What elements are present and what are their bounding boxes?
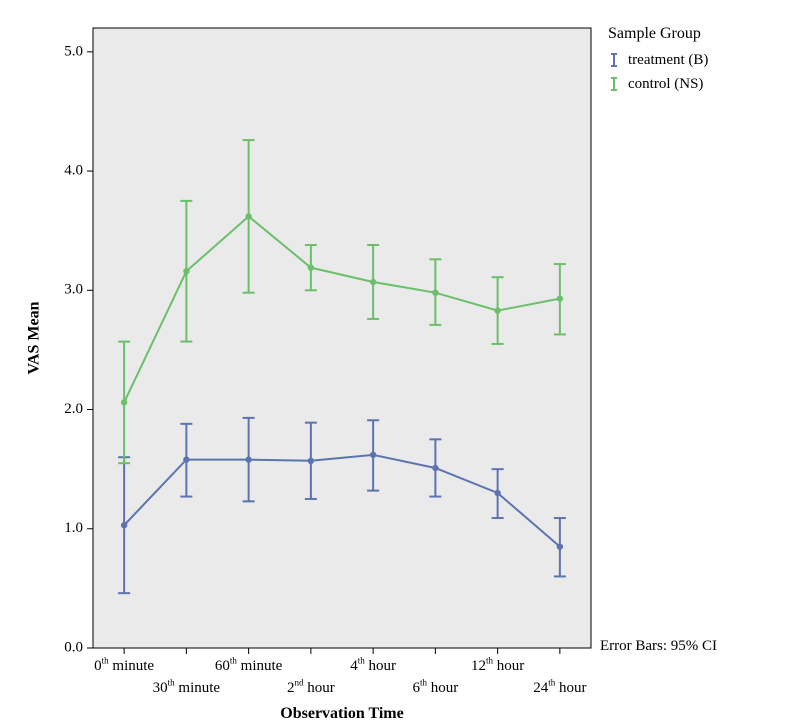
plot-area bbox=[93, 28, 591, 648]
data-marker bbox=[308, 458, 314, 464]
data-marker bbox=[183, 456, 189, 462]
y-tick-label: 0.0 bbox=[64, 639, 83, 655]
data-marker bbox=[432, 289, 438, 295]
x-tick-label: 2nd hour bbox=[287, 678, 335, 696]
x-axis-label: Observation Time bbox=[280, 705, 403, 721]
data-marker bbox=[308, 264, 314, 270]
legend-item-label: control (NS) bbox=[628, 76, 703, 92]
data-marker bbox=[494, 307, 500, 313]
data-marker bbox=[245, 456, 251, 462]
legend-title: Sample Group bbox=[608, 25, 701, 42]
y-tick-label: 2.0 bbox=[64, 401, 83, 417]
chart-container: 0.01.02.03.04.05.0VAS Mean0th minute30th… bbox=[0, 0, 790, 721]
y-tick-label: 3.0 bbox=[64, 282, 83, 298]
data-marker bbox=[370, 452, 376, 458]
data-marker bbox=[121, 522, 127, 528]
data-marker bbox=[557, 543, 563, 549]
x-tick-label: 12th hour bbox=[471, 656, 524, 674]
y-tick-label: 1.0 bbox=[64, 520, 83, 536]
x-tick-label: 24th hour bbox=[533, 678, 586, 696]
y-tick-label: 4.0 bbox=[64, 163, 83, 179]
data-marker bbox=[557, 295, 563, 301]
legend-item-label: treatment (B) bbox=[628, 52, 708, 68]
y-tick-label: 5.0 bbox=[64, 43, 83, 59]
x-tick-label: 6th hour bbox=[412, 678, 458, 696]
x-tick-label: 60th minute bbox=[215, 656, 283, 674]
x-tick-label: 4th hour bbox=[350, 656, 396, 674]
data-marker bbox=[494, 490, 500, 496]
data-marker bbox=[432, 465, 438, 471]
data-marker bbox=[370, 279, 376, 285]
data-marker bbox=[183, 268, 189, 274]
data-marker bbox=[245, 213, 251, 219]
chart-svg: 0.01.02.03.04.05.0VAS Mean0th minute30th… bbox=[0, 0, 790, 721]
x-tick-label: 30th minute bbox=[153, 678, 221, 696]
data-marker bbox=[121, 399, 127, 405]
y-axis-label: VAS Mean bbox=[26, 301, 43, 374]
errorbar-caption: Error Bars: 95% CI bbox=[600, 638, 717, 654]
